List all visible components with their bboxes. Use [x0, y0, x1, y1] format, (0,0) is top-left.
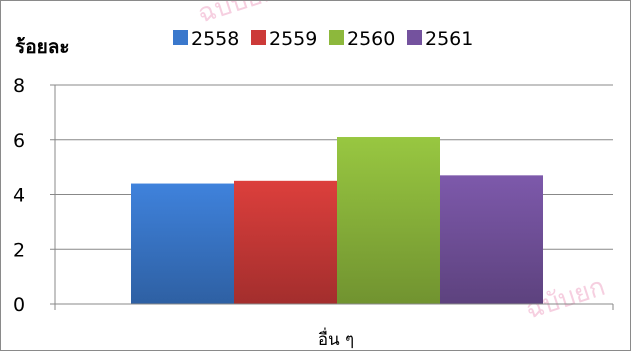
y-axis-label: ร้อยละ	[15, 36, 70, 58]
legend-swatch-2561	[407, 30, 422, 45]
legend-swatch-2560	[329, 30, 344, 45]
bar-2558	[131, 183, 234, 304]
legend-label: 2561	[425, 28, 473, 50]
watermark-text: ฉบับยก	[194, 1, 281, 30]
legend-label: 2560	[347, 28, 395, 50]
bar-2560	[337, 137, 440, 304]
legend-label: 2558	[191, 28, 239, 50]
y-tick-label: 0	[13, 294, 25, 316]
y-tick-label: 6	[13, 130, 25, 152]
y-tick-label: 4	[13, 185, 25, 207]
x-category-label: อื่น ๆ	[318, 327, 354, 350]
y-tick-label: 8	[13, 75, 25, 97]
legend-swatch-2558	[173, 30, 188, 45]
bar-2559	[234, 180, 337, 304]
y-tick-label: 2	[13, 239, 25, 261]
legend-swatch-2559	[251, 30, 266, 45]
bar-2561	[440, 175, 543, 304]
legend-label: 2559	[269, 28, 317, 50]
